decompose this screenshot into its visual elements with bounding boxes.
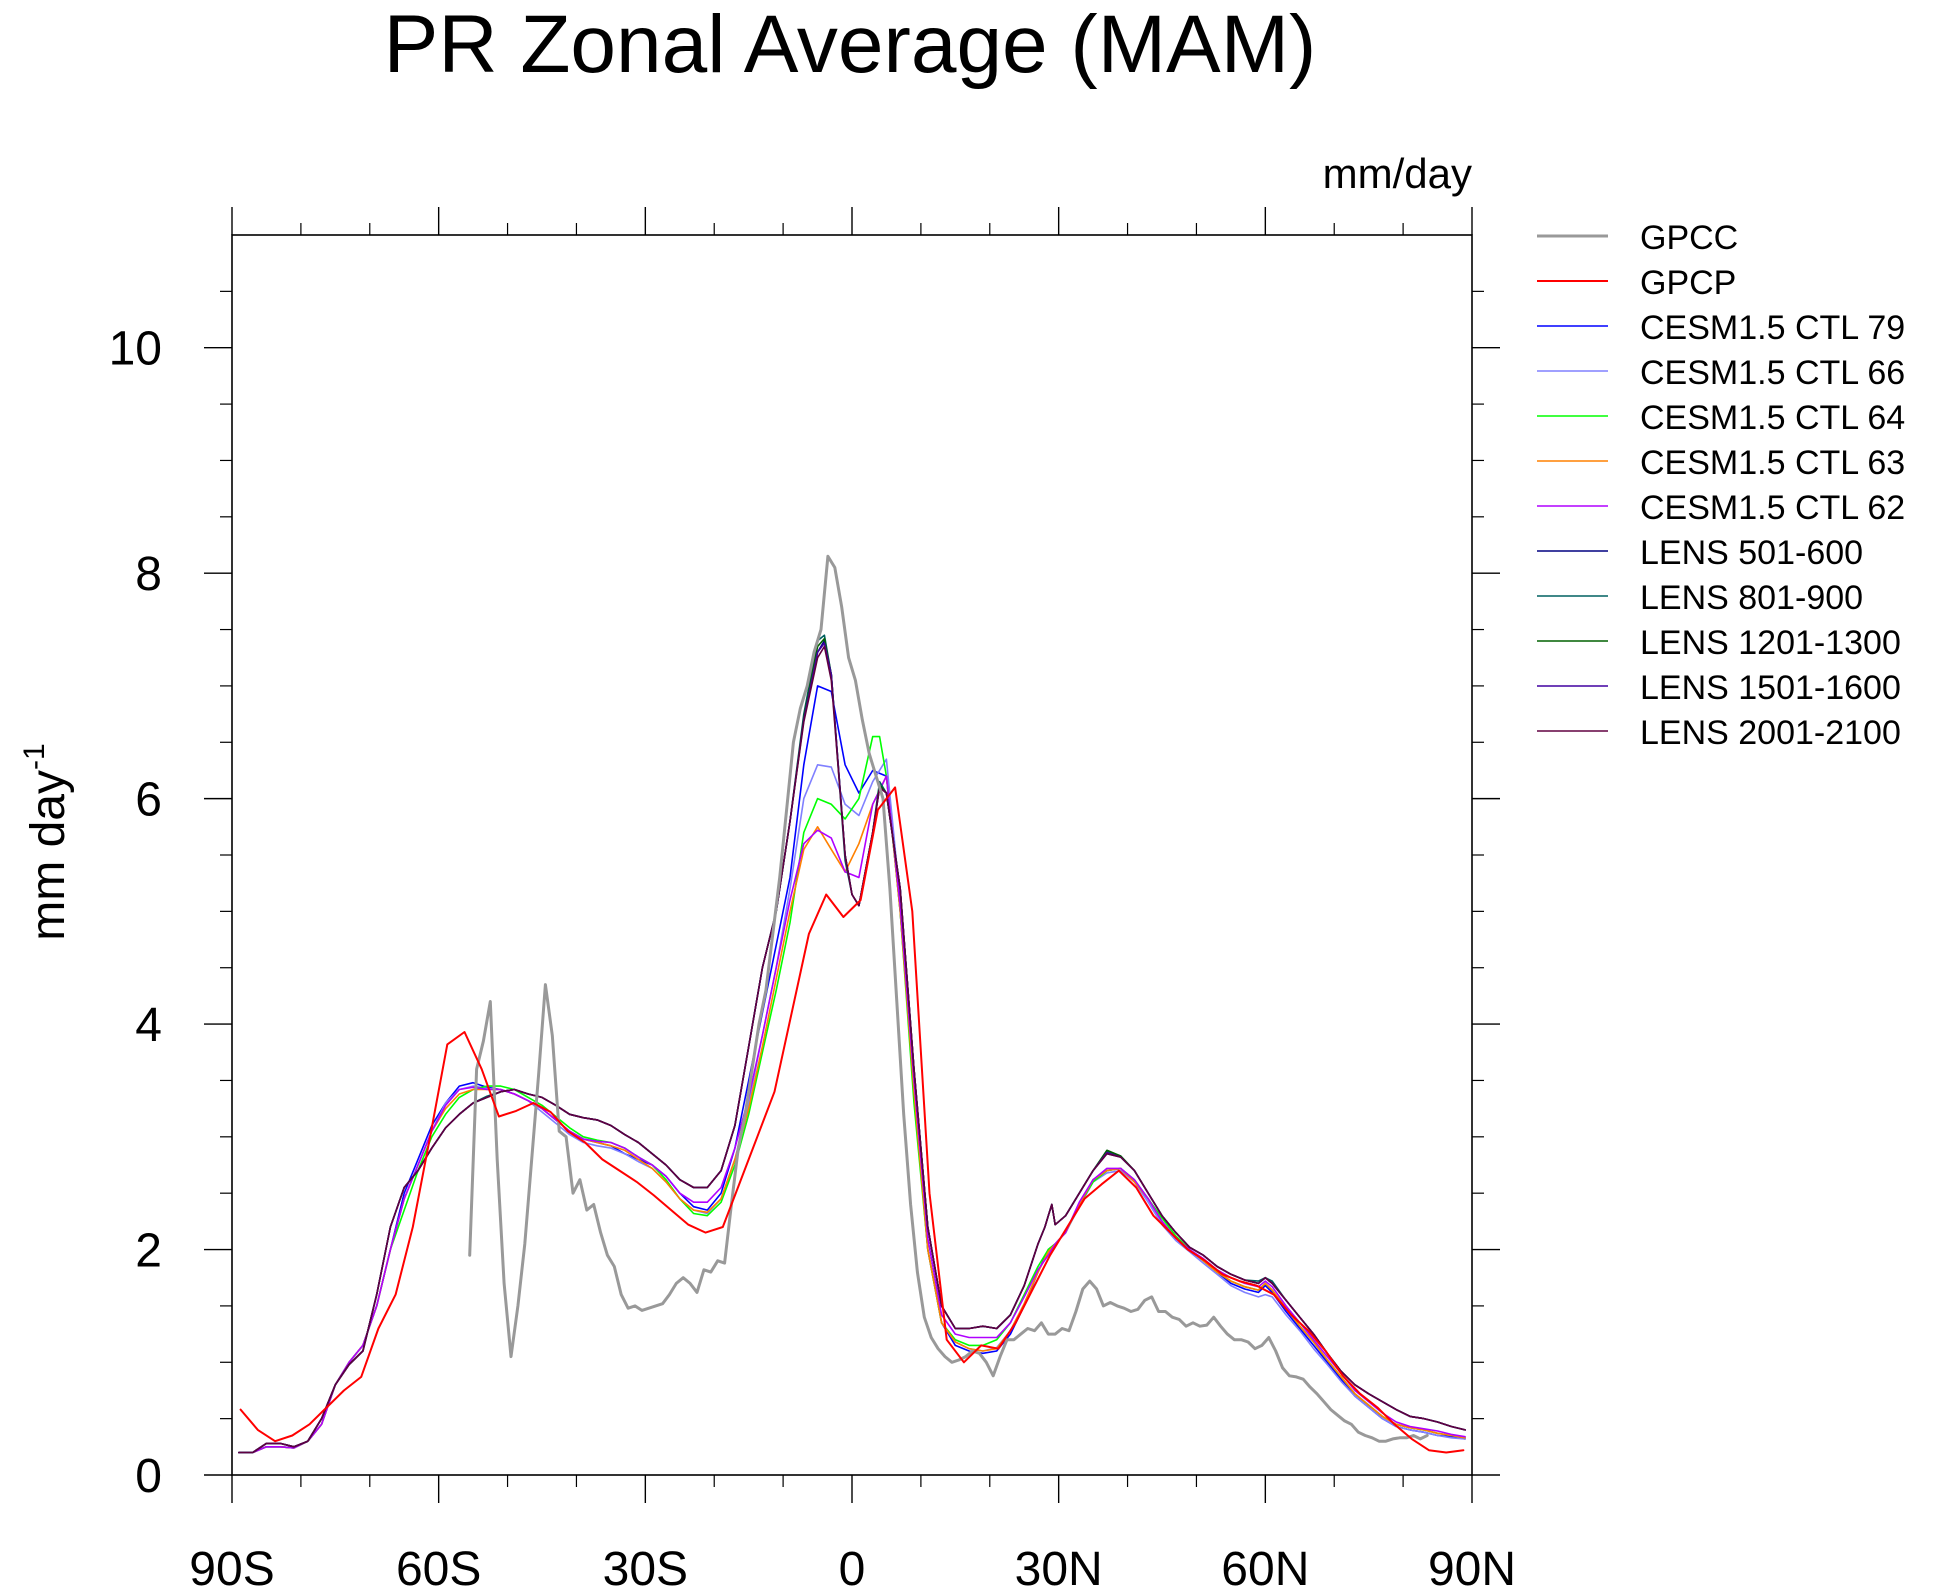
legend-label: LENS 1201-1300 xyxy=(1640,624,1901,662)
y-axis-label: mm day-1 xyxy=(18,743,75,940)
legend-label: GPCC xyxy=(1640,219,1738,257)
x-tick-label: 30S xyxy=(603,1543,688,1595)
units-label: mm/day xyxy=(1323,150,1472,197)
legend: GPCC GPCP CESM1.5 CTL 79 CESM1.5 CTL 66 CESM… xyxy=(1537,219,1905,752)
x-tick-label: 0 xyxy=(839,1543,866,1595)
legend-label: CESM1.5 CTL 63 xyxy=(1640,444,1905,482)
series-line-cesm1-5-ctl-66 xyxy=(238,758,1466,1454)
x-tick-label: 60N xyxy=(1221,1543,1309,1595)
y-tick-label: 8 xyxy=(135,548,162,601)
legend-label: CESM1.5 CTL 79 xyxy=(1640,309,1905,347)
x-tick-label: 30N xyxy=(1015,1543,1103,1595)
series-line-cesm1-5-ctl-62 xyxy=(238,775,1466,1454)
legend-label: GPCP xyxy=(1640,264,1736,302)
y-axis-label-superscript: -1 xyxy=(18,743,51,770)
x-tick-label: 90N xyxy=(1428,1543,1516,1595)
y-axis-label-text: mm day xyxy=(22,770,75,941)
legend-label: CESM1.5 CTL 64 xyxy=(1640,399,1905,437)
chart-title: PR Zonal Average (MAM) xyxy=(384,0,1317,90)
x-major-ticks: 90S 60S 30S 0 30N 60N 90N xyxy=(189,207,1516,1595)
y-tick-label: 0 xyxy=(135,1450,162,1503)
y-tick-label: 10 xyxy=(109,323,162,376)
legend-label: LENS 2001-2100 xyxy=(1640,714,1901,752)
series-lines xyxy=(238,554,1466,1454)
y-tick-label: 4 xyxy=(135,999,162,1052)
y-minor-ticks xyxy=(220,290,1484,1420)
y-tick-label: 2 xyxy=(135,1225,162,1278)
x-minor-ticks xyxy=(300,223,1404,1487)
series-line-cesm1-5-ctl-63 xyxy=(238,775,1466,1454)
legend-label: CESM1.5 CTL 62 xyxy=(1640,489,1905,527)
series-line-gpcc xyxy=(468,554,1429,1443)
plot-frame xyxy=(231,234,1473,1476)
y-major-ticks: 0 2 4 6 8 10 xyxy=(109,323,1500,1503)
legend-label: CESM1.5 CTL 66 xyxy=(1640,354,1905,392)
series-line-gpcp xyxy=(239,786,1465,1454)
y-tick-label: 6 xyxy=(135,774,162,827)
x-tick-label: 90S xyxy=(189,1543,274,1595)
legend-label: LENS 1501-1600 xyxy=(1640,669,1901,707)
legend-label: LENS 501-600 xyxy=(1640,534,1863,572)
x-tick-label: 60S xyxy=(396,1543,481,1595)
legend-label: LENS 801-900 xyxy=(1640,579,1863,617)
